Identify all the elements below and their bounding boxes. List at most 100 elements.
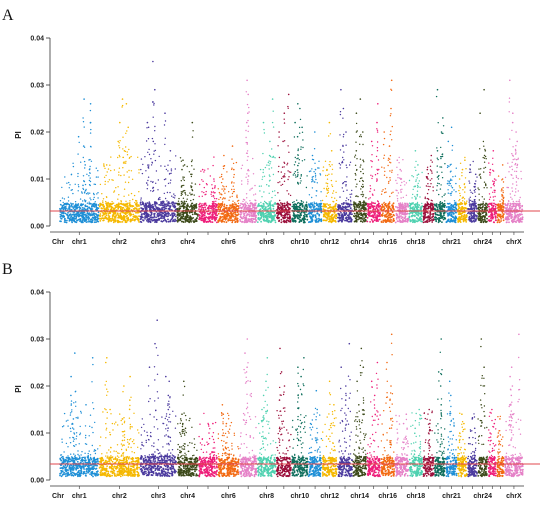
point bbox=[405, 182, 408, 184]
point bbox=[449, 192, 451, 195]
point bbox=[314, 174, 317, 176]
point bbox=[221, 188, 223, 190]
peak-point bbox=[311, 154, 314, 157]
point bbox=[247, 169, 249, 172]
point bbox=[96, 216, 98, 219]
point bbox=[263, 132, 266, 134]
point bbox=[117, 213, 119, 216]
point bbox=[294, 156, 296, 159]
panel-letter: A bbox=[2, 7, 14, 24]
point bbox=[352, 203, 355, 206]
point bbox=[152, 187, 154, 189]
point bbox=[251, 202, 253, 204]
point bbox=[460, 212, 463, 215]
point bbox=[280, 171, 282, 173]
point bbox=[230, 182, 233, 184]
point bbox=[95, 213, 97, 216]
point bbox=[269, 163, 271, 165]
point bbox=[170, 170, 173, 172]
point bbox=[217, 212, 220, 215]
point bbox=[294, 174, 297, 176]
point bbox=[268, 164, 270, 167]
point bbox=[430, 170, 433, 172]
point bbox=[211, 191, 213, 194]
point bbox=[453, 217, 456, 220]
point bbox=[104, 212, 106, 215]
peak-point bbox=[400, 178, 403, 180]
point bbox=[134, 201, 136, 204]
point bbox=[212, 164, 214, 167]
point bbox=[447, 219, 450, 222]
point bbox=[440, 215, 442, 217]
point bbox=[163, 201, 165, 203]
point bbox=[370, 174, 372, 176]
point bbox=[431, 161, 433, 163]
point bbox=[337, 216, 339, 219]
chromosome-chr9 bbox=[275, 93, 292, 224]
point bbox=[442, 125, 445, 127]
point bbox=[147, 179, 149, 182]
peak-point bbox=[283, 112, 286, 114]
point bbox=[82, 218, 84, 221]
point bbox=[277, 145, 279, 147]
point bbox=[219, 176, 221, 179]
point bbox=[358, 135, 361, 138]
peak-point bbox=[436, 88, 439, 91]
point bbox=[67, 200, 70, 202]
point bbox=[97, 176, 99, 178]
point bbox=[232, 191, 235, 193]
point bbox=[180, 194, 182, 197]
point bbox=[249, 200, 251, 202]
point bbox=[67, 212, 69, 214]
point bbox=[330, 214, 333, 217]
chromosome-chr6 bbox=[217, 145, 240, 224]
point bbox=[441, 171, 443, 173]
point bbox=[376, 129, 379, 131]
point bbox=[375, 207, 378, 210]
point bbox=[164, 143, 166, 146]
point bbox=[125, 205, 127, 208]
point bbox=[377, 211, 379, 214]
point bbox=[346, 214, 349, 217]
point bbox=[413, 207, 416, 210]
point bbox=[151, 137, 154, 140]
point bbox=[191, 159, 193, 161]
point bbox=[132, 198, 134, 201]
point bbox=[92, 192, 95, 195]
point bbox=[437, 178, 440, 180]
point bbox=[439, 217, 441, 220]
point bbox=[240, 217, 243, 220]
point bbox=[183, 205, 186, 208]
point bbox=[413, 186, 415, 188]
point bbox=[421, 215, 423, 218]
point bbox=[403, 213, 406, 216]
point bbox=[190, 160, 193, 163]
point bbox=[134, 207, 137, 210]
point bbox=[429, 165, 432, 167]
point bbox=[90, 199, 92, 201]
point bbox=[147, 205, 150, 208]
point bbox=[232, 185, 234, 187]
point bbox=[439, 207, 442, 210]
point bbox=[258, 219, 261, 221]
point bbox=[455, 191, 457, 193]
point bbox=[77, 175, 79, 178]
peak-point bbox=[213, 178, 215, 180]
point bbox=[113, 218, 115, 221]
point bbox=[314, 203, 316, 205]
point bbox=[141, 207, 144, 210]
point bbox=[320, 211, 323, 214]
point bbox=[138, 207, 141, 210]
point bbox=[186, 203, 189, 206]
point bbox=[215, 198, 218, 200]
point bbox=[94, 218, 97, 221]
point bbox=[152, 190, 154, 193]
point bbox=[196, 217, 198, 219]
point bbox=[224, 207, 227, 210]
point bbox=[465, 207, 467, 210]
point bbox=[322, 170, 324, 172]
point bbox=[210, 216, 213, 219]
point bbox=[84, 167, 86, 169]
point bbox=[247, 119, 249, 122]
point bbox=[383, 154, 386, 156]
